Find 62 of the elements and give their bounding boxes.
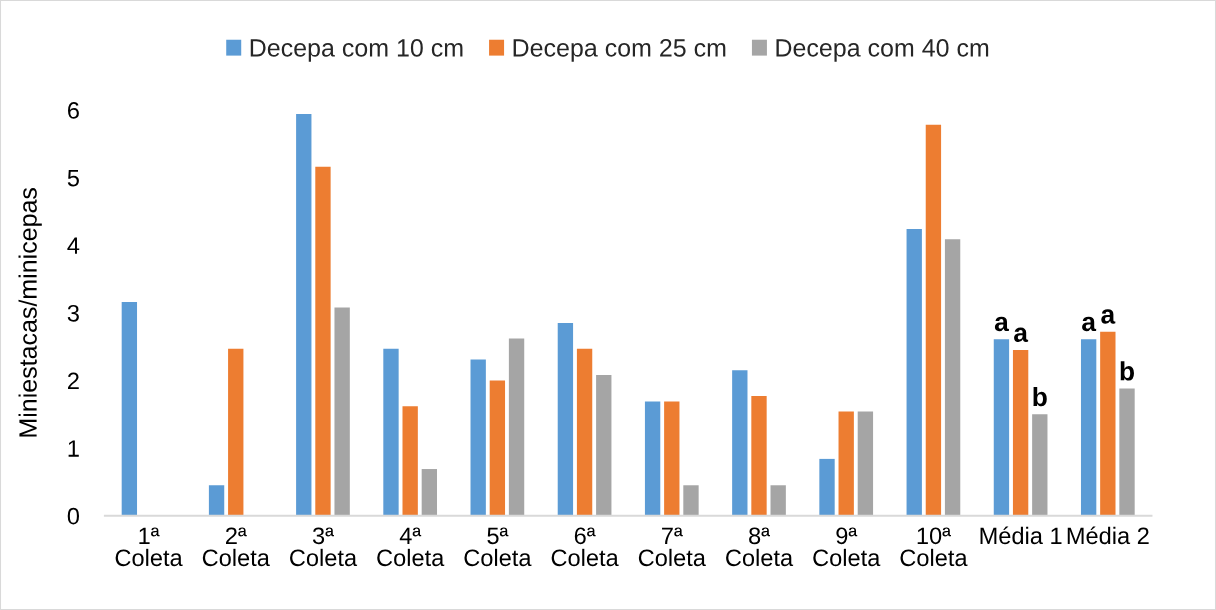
y-tick-label: 2: [68, 372, 79, 390]
data-label: b: [1033, 386, 1047, 407]
x-tick-label: 5ª Coleta: [464, 527, 532, 567]
bar: [838, 411, 854, 516]
bar: [1080, 339, 1097, 516]
bar: [925, 124, 942, 516]
data-label: a: [994, 316, 1009, 332]
y-tick-label: 1: [68, 440, 79, 457]
bar: [489, 380, 506, 516]
y-tick-label: 5: [67, 169, 79, 187]
bar: [296, 114, 312, 516]
bar: [208, 485, 225, 516]
bar: [1119, 388, 1135, 516]
data-label: a: [1082, 316, 1097, 332]
bar: [228, 348, 244, 516]
y-tick-label: 4: [67, 237, 80, 254]
legend-label: Decepa com 40 cm: [776, 39, 989, 62]
x-tick-label: 7ª Coleta: [638, 527, 706, 567]
y-tick-label: 6: [68, 102, 79, 119]
bar: [819, 458, 835, 516]
x-tick-label: 3ª Coleta: [290, 527, 358, 567]
x-tick-label: 2ª Coleta: [202, 527, 270, 567]
bar: [334, 307, 350, 516]
bar: [1012, 350, 1029, 516]
x-tick-label: Média 2: [1067, 526, 1149, 545]
bar: [751, 396, 767, 516]
bar: [470, 359, 486, 516]
x-tick-label: 6ª Coleta: [551, 527, 619, 567]
legend-label: Decepa com 10 cm: [250, 39, 463, 62]
bar: [421, 469, 438, 516]
bar: [315, 166, 331, 516]
bar: [402, 406, 418, 516]
bar: [857, 411, 874, 516]
y-tick-label: 3: [67, 304, 79, 322]
y-tick-label: 0: [67, 507, 80, 525]
bar: [576, 348, 593, 516]
bar: [383, 348, 399, 516]
bar: [732, 370, 748, 516]
x-tick-label: 4ª Coleta: [377, 527, 445, 567]
bar: [906, 228, 922, 516]
bar: [770, 485, 786, 516]
data-label: a: [1101, 309, 1116, 324]
bar: [993, 339, 1010, 516]
bar: [508, 338, 525, 516]
x-tick-label: 10ª Coleta: [900, 527, 968, 567]
bar: [944, 239, 961, 516]
bar: [1032, 414, 1048, 516]
bar: [644, 401, 661, 516]
bar: [664, 401, 680, 516]
bar: [121, 302, 138, 516]
bar: [1100, 331, 1116, 516]
legend-label: Decepa com 25 cm: [513, 39, 726, 62]
x-tick-label: 9ª Coleta: [813, 527, 881, 567]
bar: [683, 485, 699, 516]
data-label: b: [1120, 361, 1134, 381]
bar: [557, 322, 574, 516]
data-label: a: [1014, 327, 1029, 343]
x-tick-label: 1ª Coleta: [115, 527, 183, 567]
bar: [596, 375, 612, 516]
x-tick-label: 8ª Coleta: [726, 527, 794, 567]
y-axis-title: Miniestacas/minicepas: [18, 187, 42, 437]
x-tick-label: Média 1: [980, 526, 1062, 545]
